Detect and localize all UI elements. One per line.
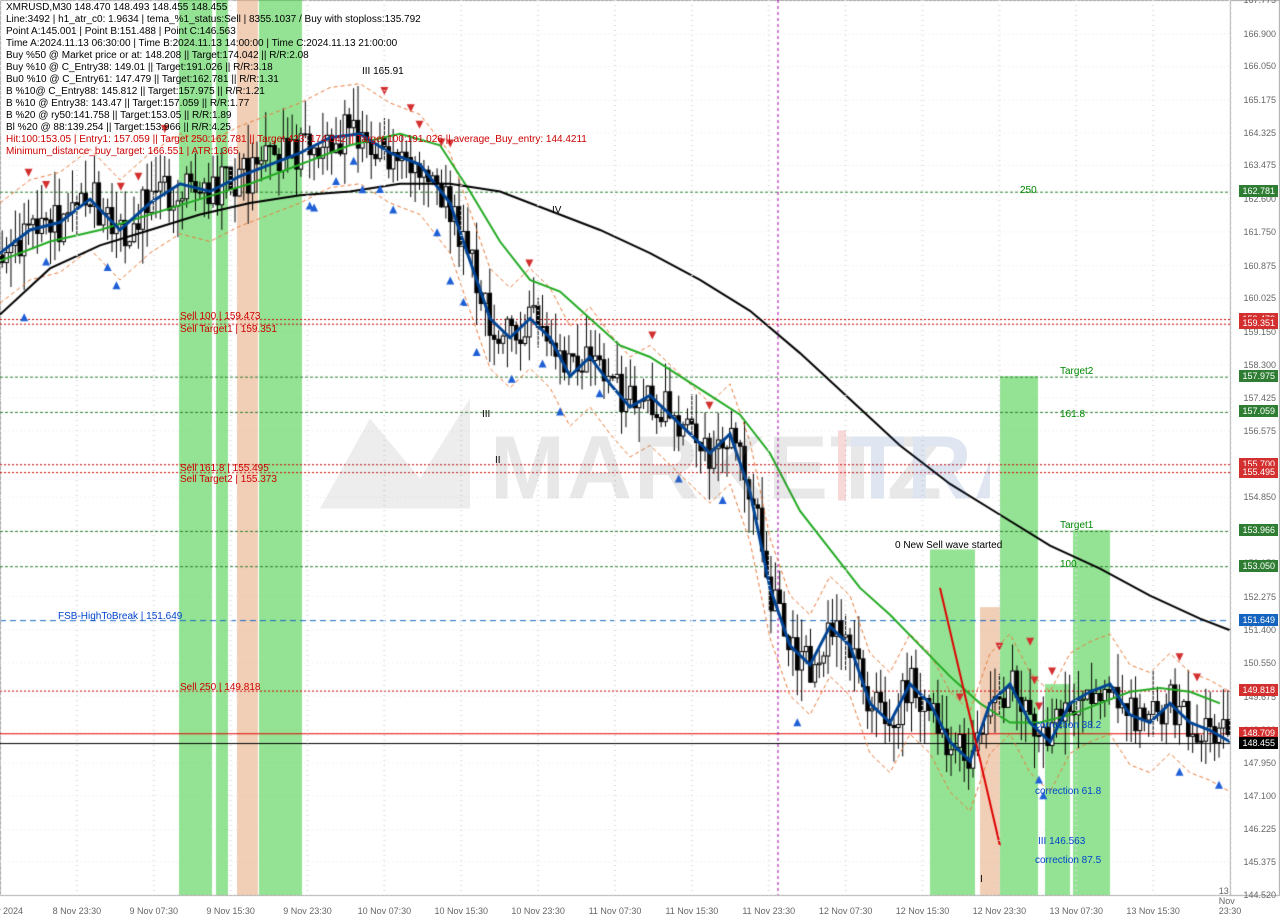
y-tick: 167.775 xyxy=(1243,0,1276,5)
price-level-label: 149.818 xyxy=(1239,684,1278,696)
y-tick: 152.275 xyxy=(1243,592,1276,602)
y-tick: 144.520 xyxy=(1243,890,1276,900)
y-tick: 160.025 xyxy=(1243,293,1276,303)
y-tick: 160.875 xyxy=(1243,261,1276,271)
y-tick: 147.100 xyxy=(1243,791,1276,801)
x-tick: 13 Nov 07:30 xyxy=(1049,906,1103,916)
price-level-label: 157.975 xyxy=(1239,370,1278,382)
y-tick: 151.400 xyxy=(1243,625,1276,635)
price-level-label: 153.050 xyxy=(1239,560,1278,572)
price-level-label: 155.495 xyxy=(1239,466,1278,478)
x-tick: 10 Nov 15:30 xyxy=(434,906,488,916)
price-level-label: 162.781 xyxy=(1239,185,1278,197)
x-tick: 8 Nov 23:30 xyxy=(53,906,102,916)
x-tick: 12 Nov 07:30 xyxy=(819,906,873,916)
x-axis-time-scale: 8 Nov 2024 8 Nov 23:30 9 Nov 07:30 9 Nov 15… xyxy=(0,898,1230,918)
y-tick: 163.475 xyxy=(1243,160,1276,170)
y-tick: 165.175 xyxy=(1243,95,1276,105)
x-tick: 13 Nov 23:30 xyxy=(1219,886,1242,916)
price-level-label: 159.351 xyxy=(1239,317,1278,329)
y-tick: 164.325 xyxy=(1243,128,1276,138)
price-level-label: 151.649 xyxy=(1239,614,1278,626)
x-tick: 11 Nov 15:30 xyxy=(665,906,718,916)
x-tick: 11 Nov 07:30 xyxy=(589,906,642,916)
price-level-label: 153.966 xyxy=(1239,524,1278,536)
y-tick: 147.950 xyxy=(1243,758,1276,768)
y-tick: 150.550 xyxy=(1243,658,1276,668)
x-tick: 10 Nov 07:30 xyxy=(358,906,412,916)
price-level-label: 148.455 xyxy=(1239,737,1278,749)
y-tick: 156.575 xyxy=(1243,426,1276,436)
chart-container[interactable]: MARKETZ TRADE XMRUSD,M30 148.470 148.493… xyxy=(0,0,1280,920)
y-tick: 145.375 xyxy=(1243,857,1276,867)
price-level-label: 157.059 xyxy=(1239,405,1278,417)
y-tick: 157.425 xyxy=(1243,393,1276,403)
x-tick: 12 Nov 15:30 xyxy=(896,906,950,916)
y-axis-price-scale: 167.775 166.900 166.050 165.175 164.325 163.4… xyxy=(1232,0,1278,895)
price-chart-canvas[interactable] xyxy=(0,0,1280,920)
x-tick: 9 Nov 15:30 xyxy=(206,906,255,916)
x-tick: 10 Nov 23:30 xyxy=(511,906,565,916)
x-tick: 12 Nov 23:30 xyxy=(973,906,1027,916)
y-tick: 158.300 xyxy=(1243,360,1276,370)
x-tick: 11 Nov 23:30 xyxy=(742,906,795,916)
y-tick: 146.225 xyxy=(1243,824,1276,834)
y-tick: 161.750 xyxy=(1243,227,1276,237)
y-tick: 166.050 xyxy=(1243,61,1276,71)
y-tick: 166.900 xyxy=(1243,29,1276,39)
x-tick: 13 Nov 15:30 xyxy=(1126,906,1180,916)
x-tick: 9 Nov 07:30 xyxy=(129,906,178,916)
x-tick: 9 Nov 23:30 xyxy=(283,906,332,916)
y-tick: 154.850 xyxy=(1243,492,1276,502)
x-tick: 8 Nov 2024 xyxy=(0,906,23,916)
